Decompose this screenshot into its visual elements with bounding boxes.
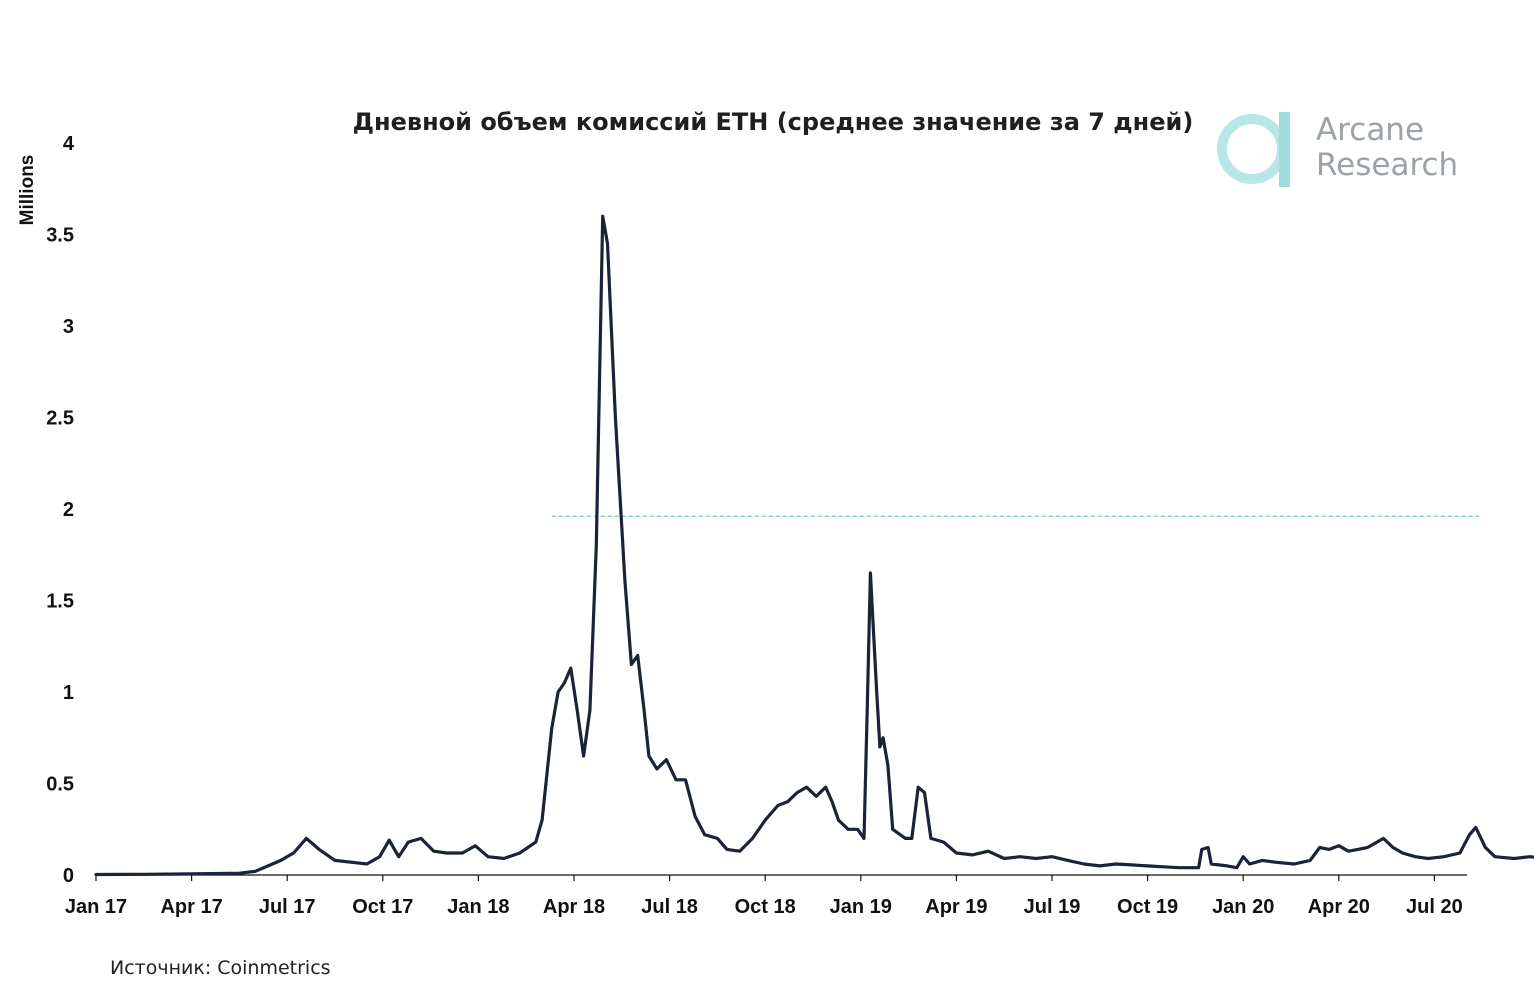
logo-text-line2: Research [1316,147,1458,183]
x-tick-label: Oct 17 [352,896,413,918]
x-tick-label: Jan 18 [447,896,509,918]
series-group [94,214,1534,877]
y-axis-ticks: 0 0.5 1 1.5 2 2.5 3 3.5 4 [46,133,75,887]
x-tick-label: Apr 20 [1308,896,1370,918]
x-tick-label: Apr 18 [543,896,605,918]
x-tick-label: Jul 19 [1024,896,1081,918]
x-tick-label: Oct 18 [735,896,796,918]
y-tick-label: 3.5 [46,225,74,247]
y-tick-label: 4 [63,133,75,155]
y-tick-label: 0 [63,865,74,887]
x-tick-label: Oct 19 [1117,896,1178,918]
y-tick-label: 0.5 [46,774,74,796]
x-tick-label: Jul 17 [259,896,316,918]
x-tick-label: Apr 17 [160,896,222,918]
chart-title: Дневной объем комиссий ETH (среднее знач… [353,108,1194,136]
y-axis-label: Millions [17,155,38,226]
series-line [94,214,1534,877]
x-tick-label: Jul 20 [1406,896,1463,918]
y-tick-label: 2 [63,499,74,521]
y-tick-label: 2.5 [46,408,74,430]
x-tick-label: Jul 18 [641,896,698,918]
y-tick-label: 1 [63,682,74,704]
y-tick-label: 3 [63,316,74,338]
arcane-logo-mark-icon [1217,112,1290,187]
y-tick-label: 1.5 [46,591,74,613]
x-tick-label: Jan 19 [830,896,892,918]
x-tick-label: Jan 17 [65,896,127,918]
logo-text-line1: Arcane [1316,112,1424,148]
x-axis: Jan 17 Apr 17 Jul 17 Oct 17 Jan 18 Apr 18 Jul … [65,874,1467,918]
x-tick-label: Jan 20 [1212,896,1274,918]
source-note: Источник: Coinmetrics [110,957,331,979]
x-tick-label: Apr 19 [925,896,987,918]
logo: Arcane Research [1217,112,1458,187]
